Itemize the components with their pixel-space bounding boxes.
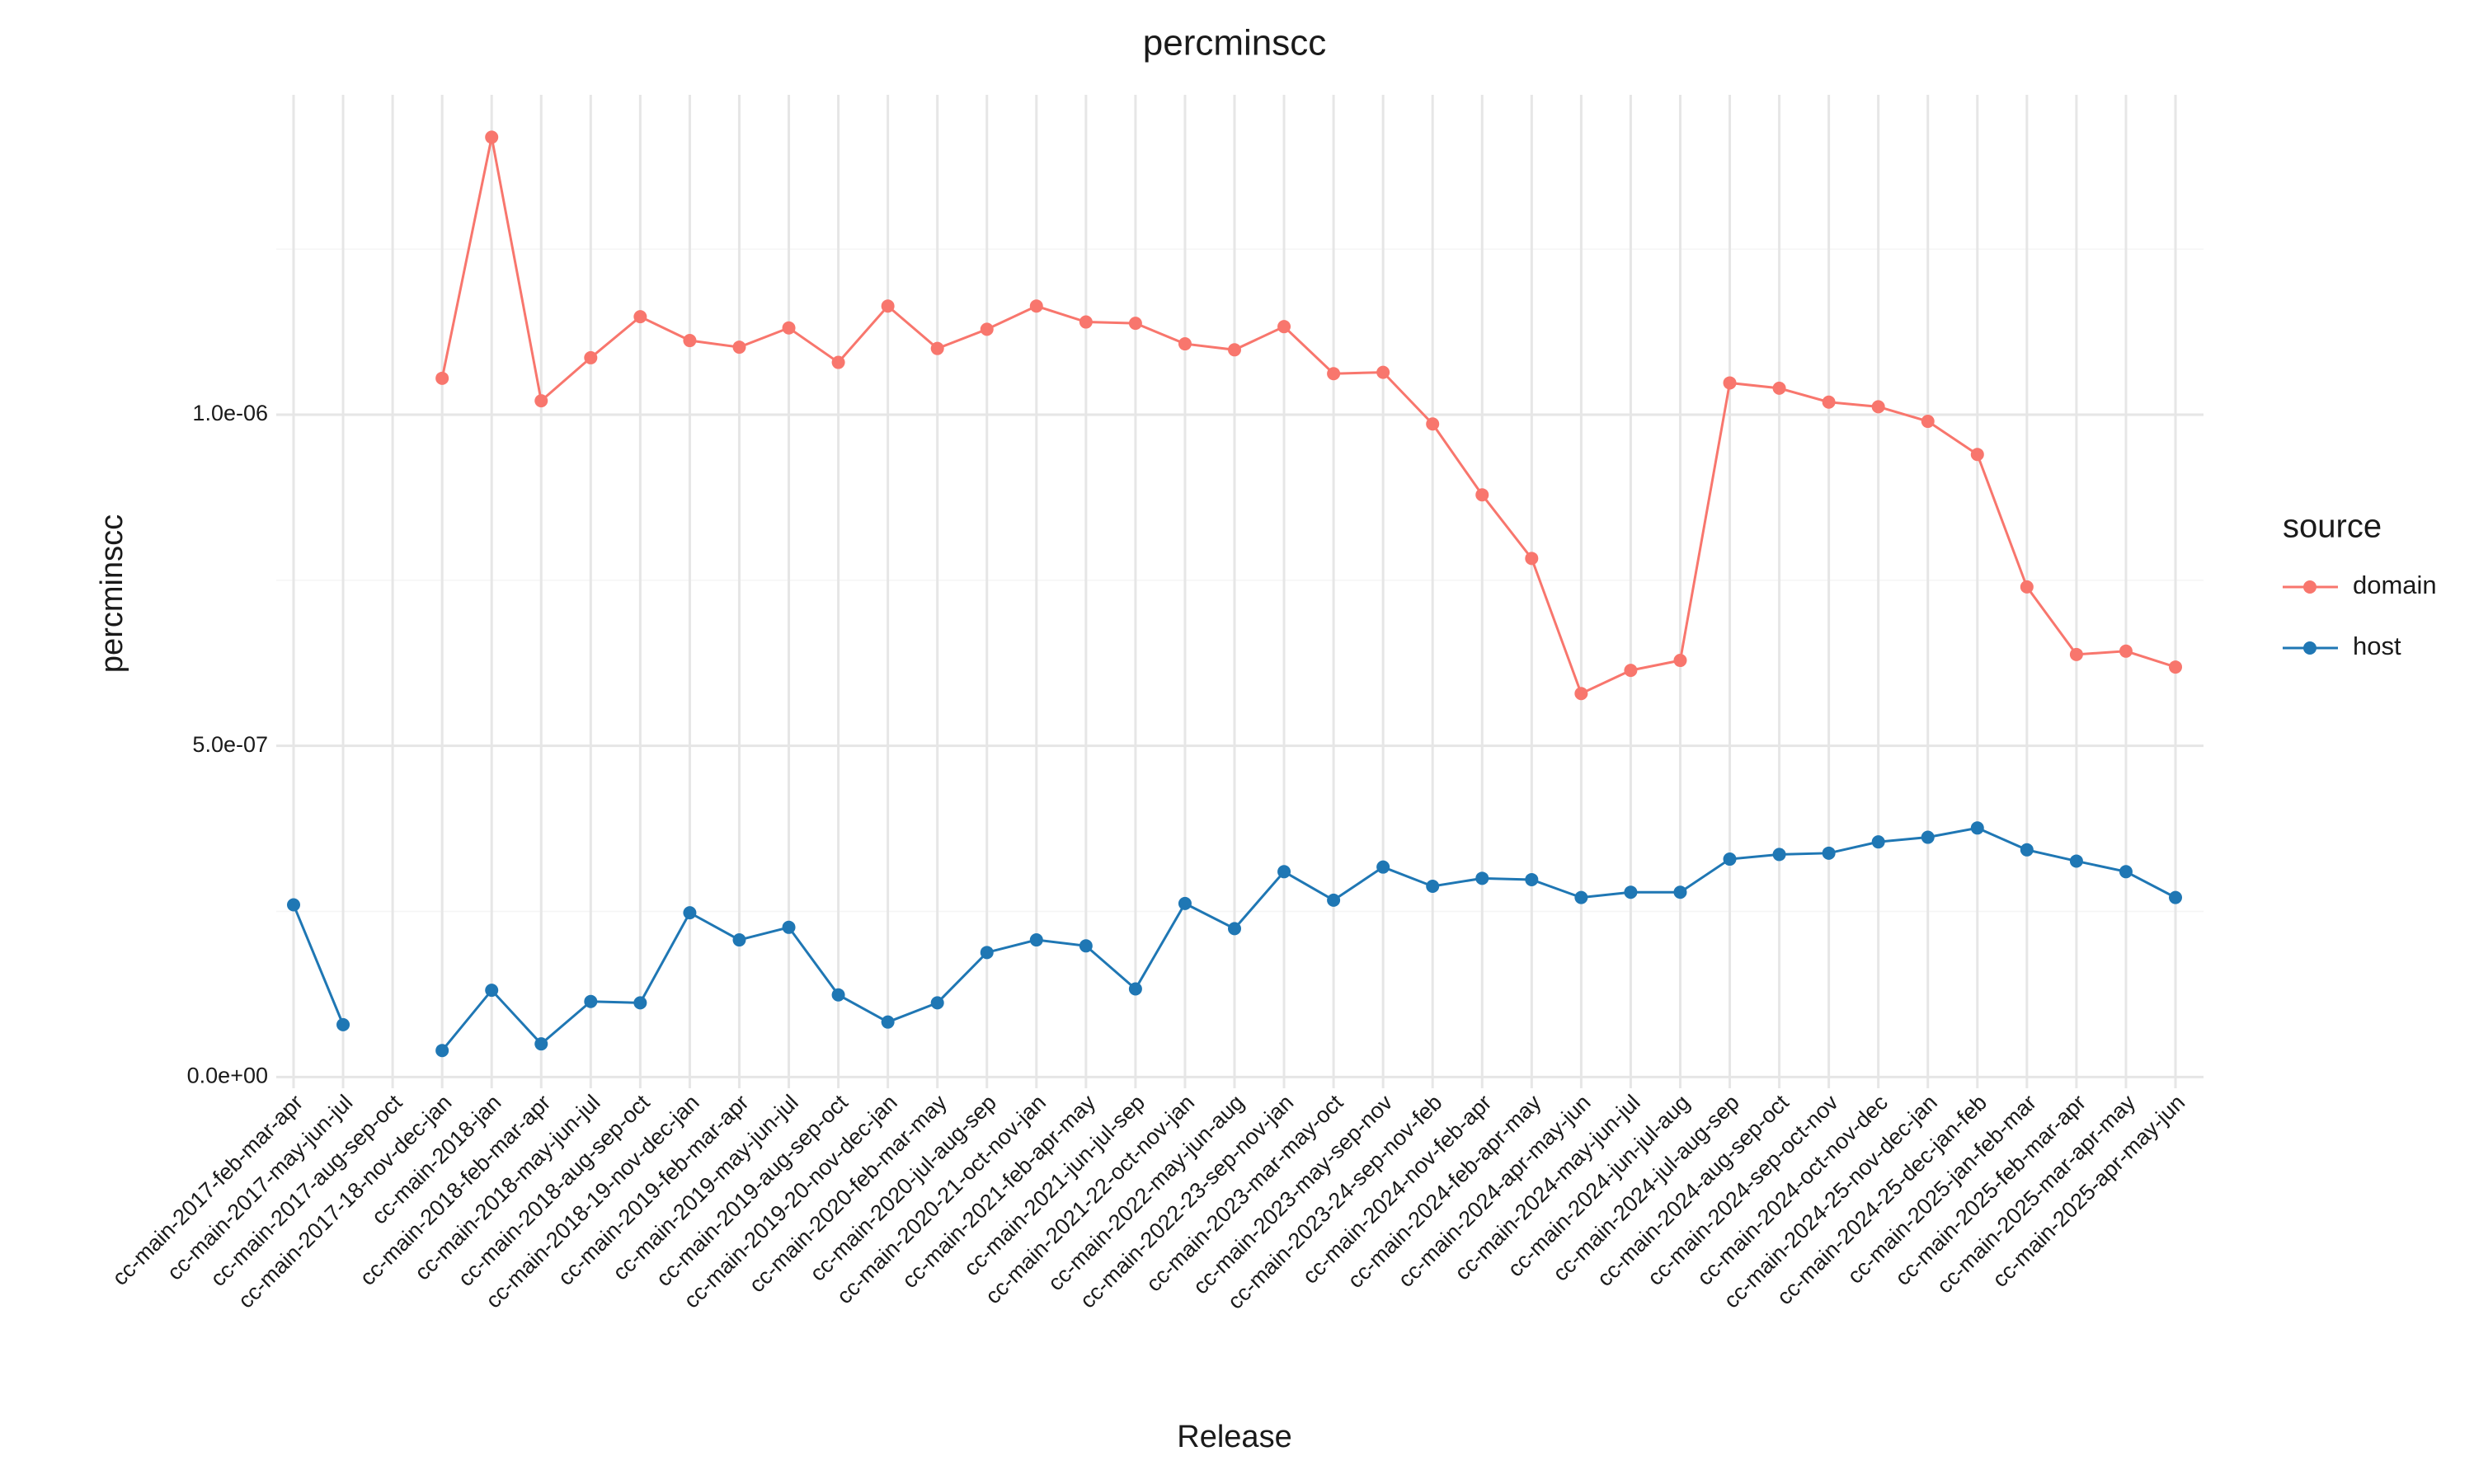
point: [1624, 885, 1638, 899]
point: [1921, 415, 1935, 429]
point: [1525, 552, 1539, 566]
point: [683, 334, 697, 348]
point: [1128, 317, 1142, 331]
point: [1277, 865, 1291, 879]
point: [881, 299, 895, 313]
point: [2169, 660, 2182, 674]
legend-label: host: [2353, 632, 2401, 660]
x-axis-title: Release: [1177, 1420, 1291, 1454]
point: [2119, 644, 2133, 658]
legend-point: [2303, 641, 2316, 655]
x-tick-label: cc-main-2017-may-jun-jul: [162, 1090, 358, 1285]
y-tick-label: 1.0e-06: [192, 401, 268, 425]
point: [1525, 872, 1539, 886]
point: [1673, 885, 1687, 899]
point: [1079, 939, 1093, 953]
point: [633, 996, 647, 1010]
legend-label: domain: [2353, 571, 2437, 599]
point: [1029, 933, 1043, 947]
point: [534, 394, 548, 408]
point: [831, 988, 845, 1002]
point: [1228, 343, 1241, 357]
point: [930, 341, 944, 355]
point: [782, 321, 796, 335]
point: [1624, 664, 1638, 678]
series-line: [440, 137, 2176, 696]
point: [980, 322, 994, 336]
series-line: [292, 826, 2176, 1052]
point: [881, 1015, 895, 1029]
point: [732, 933, 746, 947]
point: [1376, 365, 1390, 379]
point: [1079, 315, 1093, 329]
point: [2069, 647, 2083, 661]
point: [1426, 417, 1440, 431]
point: [1723, 852, 1737, 866]
point: [782, 920, 796, 934]
point: [2069, 854, 2083, 868]
point: [584, 350, 598, 364]
point: [2119, 865, 2133, 879]
point: [2169, 890, 2182, 904]
point: [930, 996, 944, 1010]
point: [1376, 860, 1390, 874]
point: [1871, 835, 1885, 849]
point: [980, 946, 994, 960]
y-tick-label: 0.0e+00: [187, 1063, 268, 1087]
point: [1426, 879, 1440, 893]
point: [1871, 400, 1885, 414]
point: [1970, 821, 1984, 835]
point: [1574, 890, 1588, 904]
point: [2020, 580, 2034, 594]
point: [1574, 687, 1588, 701]
point: [287, 898, 300, 912]
point: [1822, 395, 1836, 409]
point: [1723, 376, 1737, 390]
point: [1128, 982, 1142, 996]
chart-title: percminscc: [1143, 23, 1327, 63]
point: [485, 984, 499, 998]
point: [1772, 381, 1786, 395]
point: [1822, 846, 1836, 860]
point: [485, 130, 499, 144]
point: [831, 355, 845, 369]
point: [633, 310, 647, 324]
point: [534, 1037, 548, 1051]
point: [1970, 448, 1984, 462]
point: [2020, 843, 2034, 857]
y-axis-title: percminscc: [95, 514, 129, 673]
point: [1921, 830, 1935, 844]
legend-title: source: [2283, 509, 2382, 545]
point: [435, 371, 449, 385]
legend-point: [2303, 580, 2316, 594]
point: [1327, 367, 1341, 381]
point: [435, 1044, 449, 1058]
point: [1228, 922, 1241, 936]
y-tick-label: 5.0e-07: [192, 732, 268, 757]
point: [732, 340, 746, 355]
point: [1178, 337, 1192, 351]
point: [1029, 299, 1043, 313]
point: [336, 1017, 350, 1031]
point: [683, 906, 697, 920]
point: [584, 994, 598, 1008]
point: [1475, 488, 1489, 502]
point: [1327, 893, 1341, 907]
point: [1772, 848, 1786, 862]
point: [1178, 896, 1192, 910]
point: [1277, 320, 1291, 334]
point: [1475, 871, 1489, 885]
point: [1673, 654, 1687, 668]
